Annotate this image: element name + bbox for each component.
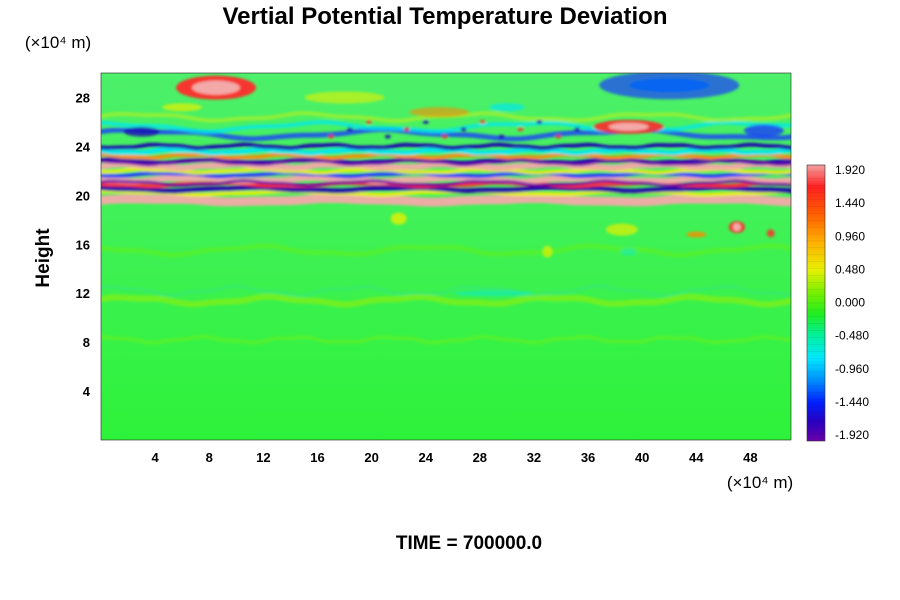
x-tick-label: 36 — [581, 450, 595, 465]
y-tick-label: 20 — [76, 188, 90, 203]
colorbar-label: 1.920 — [835, 163, 865, 177]
heatmap-field — [101, 73, 791, 440]
y-tick-label: 12 — [76, 286, 90, 301]
colorbar: 1.920 1.440 0.960 0.480 0.000 -0.480 -0.960 -1.… — [806, 163, 869, 442]
x-tick-label: 4 — [152, 450, 160, 465]
x-tick-label: 32 — [527, 450, 541, 465]
y-tick-label: 28 — [76, 90, 90, 105]
y-tick-label: 24 — [76, 139, 91, 154]
x-tick-label: 48 — [743, 450, 757, 465]
y-tick-label: 8 — [83, 335, 90, 350]
x-axis-ticks: 4 8 12 16 20 24 28 32 36 40 44 48 — [152, 450, 758, 465]
colorbar-label: 0.000 — [835, 296, 865, 310]
colorbar-label: -1.440 — [835, 395, 869, 409]
time-label: TIME = 700000.0 — [396, 533, 542, 554]
colorbar-label: -1.920 — [835, 428, 869, 442]
plot-frame — [100, 72, 792, 441]
colorbar-label: -0.960 — [835, 362, 869, 376]
colorbar-label: 0.960 — [835, 229, 865, 243]
y-axis-ticks: 4 8 12 16 20 24 28 — [76, 90, 91, 399]
chart-title: Vertial Potential Temperature Deviation — [222, 3, 667, 30]
colorbar-label: 0.480 — [835, 262, 865, 276]
y-tick-label: 16 — [76, 237, 90, 252]
x-tick-label: 20 — [364, 450, 378, 465]
x-tick-label: 8 — [206, 450, 213, 465]
y-tick-label: 4 — [83, 384, 91, 399]
x-tick-label: 24 — [418, 450, 433, 465]
x-axis-unit: (×10⁴ m) — [727, 473, 793, 492]
x-tick-label: 16 — [310, 450, 324, 465]
colorbar-ramp — [806, 164, 826, 442]
x-tick-label: 28 — [473, 450, 487, 465]
y-axis-label: Height — [33, 228, 54, 288]
x-tick-label: 40 — [635, 450, 649, 465]
colorbar-label: 1.440 — [835, 196, 865, 210]
x-tick-label: 12 — [256, 450, 270, 465]
y-axis-unit: (×10⁴ m) — [25, 33, 91, 52]
colorbar-label: -0.480 — [835, 329, 869, 343]
x-tick-label: 44 — [689, 450, 704, 465]
